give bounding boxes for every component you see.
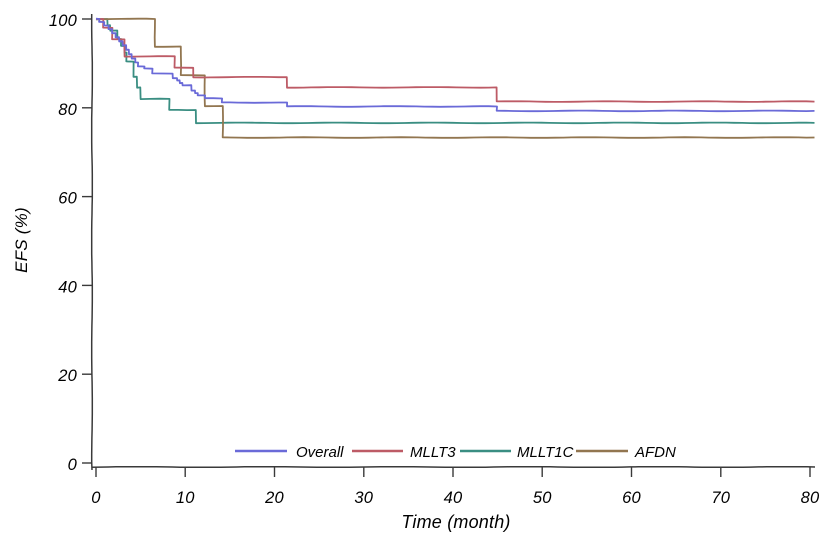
svg-text:40: 40: [444, 489, 463, 507]
svg-text:MLLT3: MLLT3: [410, 444, 456, 461]
svg-text:80: 80: [801, 489, 820, 507]
svg-text:10: 10: [176, 489, 195, 507]
svg-text:AFDN: AFDN: [634, 444, 676, 461]
svg-text:0: 0: [68, 456, 78, 474]
svg-text:40: 40: [58, 278, 77, 296]
svg-text:MLLT1C: MLLT1C: [517, 444, 574, 461]
svg-text:60: 60: [622, 489, 641, 507]
svg-text:20: 20: [264, 489, 284, 507]
svg-text:80: 80: [58, 101, 77, 119]
svg-text:20: 20: [57, 367, 77, 385]
svg-text:0: 0: [91, 489, 101, 507]
svg-text:30: 30: [354, 489, 373, 507]
svg-text:Time (month): Time (month): [401, 512, 510, 532]
svg-text:50: 50: [533, 489, 552, 507]
svg-text:60: 60: [58, 190, 77, 208]
svg-text:100: 100: [49, 12, 78, 30]
svg-text:Overall: Overall: [296, 444, 344, 461]
svg-text:70: 70: [711, 489, 730, 507]
svg-text:EFS (%): EFS (%): [12, 207, 31, 273]
